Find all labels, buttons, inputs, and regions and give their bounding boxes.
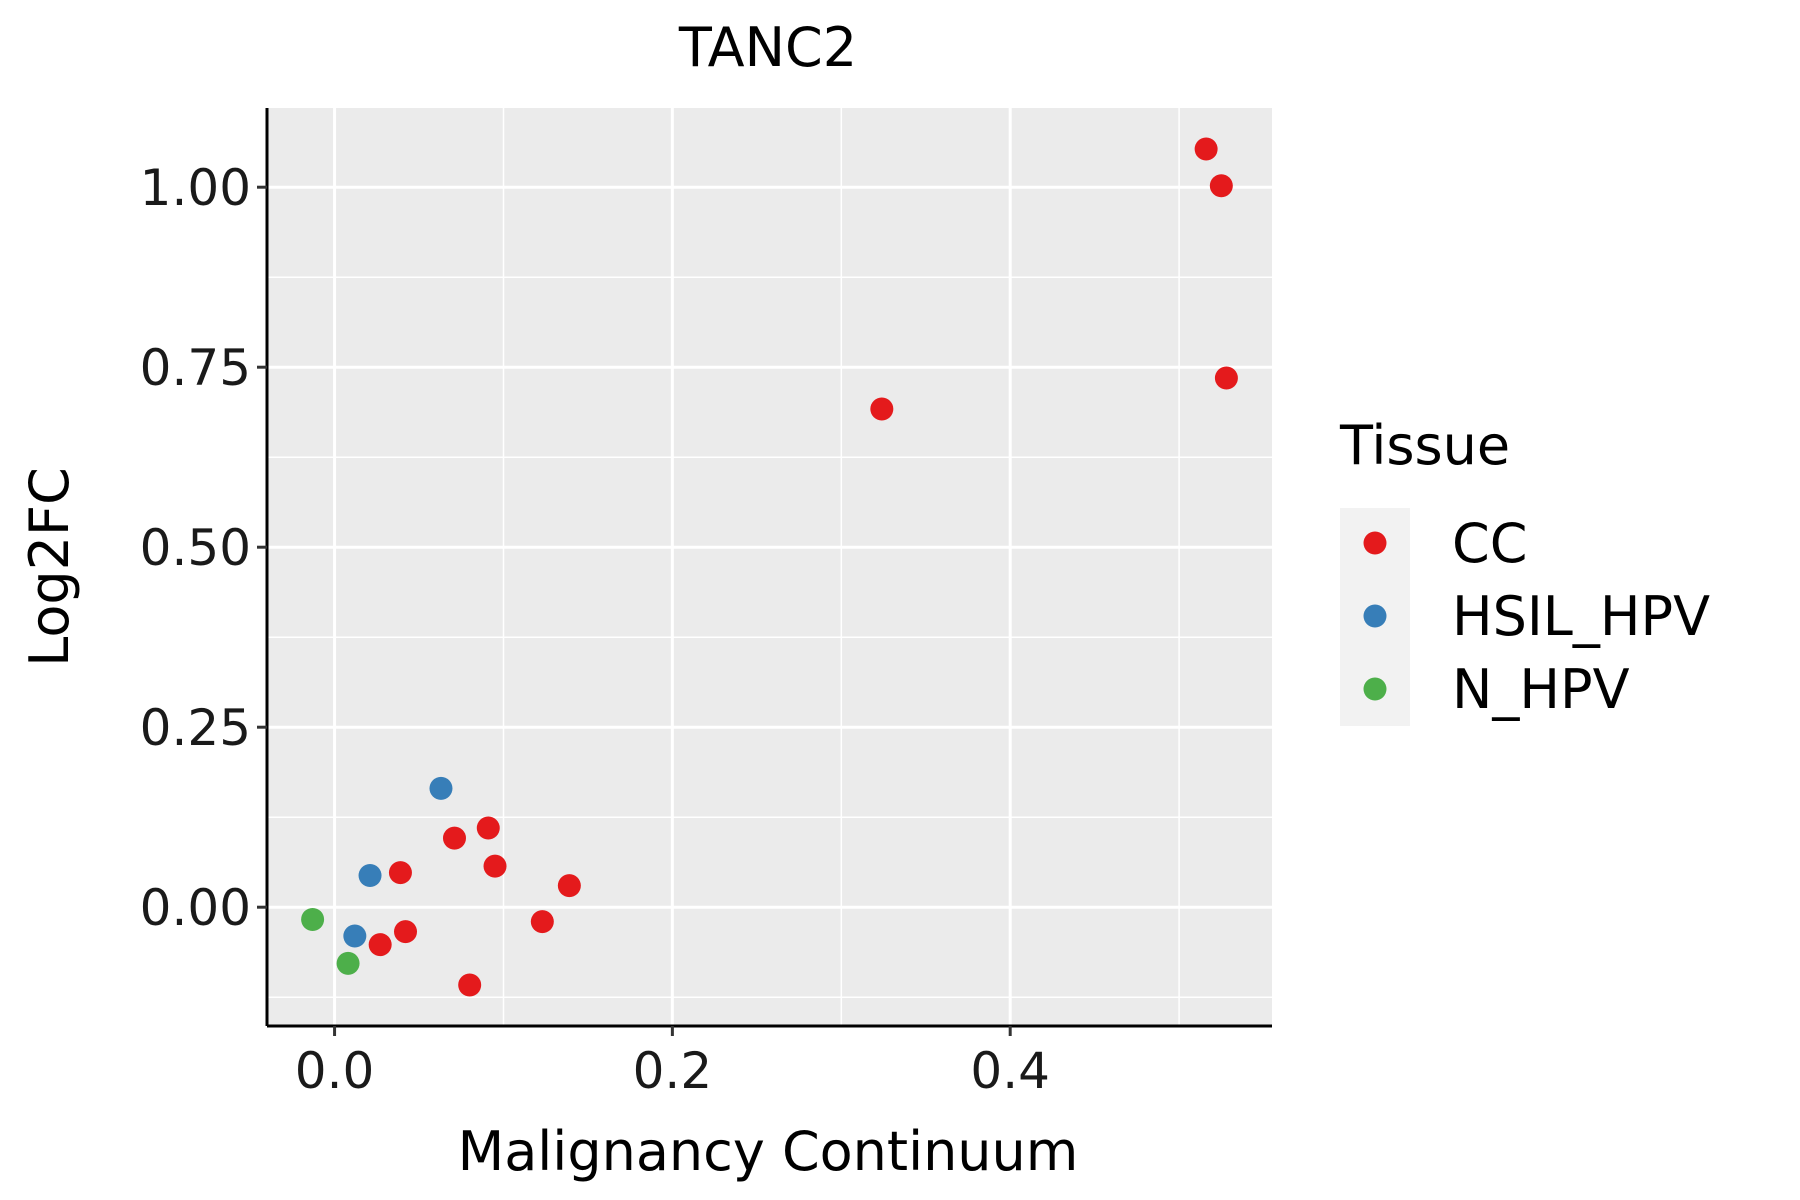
y-tick-label: 0.75 — [140, 339, 251, 397]
y-tick-label: 0.50 — [140, 519, 251, 577]
legend: Tissue CC HSIL_HPV N_HPV — [1339, 414, 1710, 726]
data-point-cc — [1209, 174, 1233, 198]
x-tick-label: 0.2 — [633, 1042, 713, 1100]
data-point-cc — [458, 973, 482, 997]
y-tick-label: 1.00 — [140, 159, 251, 217]
legend-label-n-hpv: N_HPV — [1452, 658, 1630, 721]
data-point-cc — [476, 816, 500, 840]
legend-key-hsil-hpv — [1363, 604, 1387, 628]
data-point-cc — [483, 854, 507, 878]
x-tick-label: 0.0 — [295, 1042, 375, 1100]
data-point-hsil-hpv — [358, 864, 382, 888]
data-point-cc — [530, 910, 554, 934]
data-points — [301, 137, 1238, 997]
legend-title: Tissue — [1339, 414, 1510, 477]
legend-label-cc: CC — [1452, 512, 1527, 575]
y-tick-label: 0.00 — [140, 879, 251, 937]
data-point-cc — [394, 920, 418, 944]
data-point-cc — [1194, 137, 1218, 161]
y-tick-label: 0.25 — [140, 699, 251, 757]
legend-label-hsil-hpv: HSIL_HPV — [1452, 585, 1710, 648]
data-point-cc — [442, 826, 466, 850]
data-point-cc — [388, 861, 412, 885]
x-axis-ticks: 0.0 0.2 0.4 — [295, 1026, 1050, 1100]
data-point-cc — [870, 397, 894, 421]
y-axis-ticks: 0.00 0.25 0.50 0.75 1.00 — [140, 159, 267, 937]
major-gridlines — [267, 108, 1272, 1026]
x-tick-label: 0.4 — [970, 1042, 1050, 1100]
x-axis-title: Malignancy Continuum — [458, 1120, 1079, 1183]
data-point-n-hpv — [301, 907, 325, 931]
chart-title: TANC2 — [678, 16, 857, 79]
data-point-cc — [557, 874, 581, 898]
data-point-cc — [368, 933, 392, 957]
y-axis-title: Log2FC — [18, 467, 81, 667]
legend-key-n-hpv — [1363, 677, 1387, 701]
data-point-hsil-hpv — [343, 924, 367, 948]
minor-gridlines — [267, 108, 1272, 1026]
data-point-n-hpv — [336, 951, 360, 975]
data-point-cc — [1214, 366, 1238, 390]
plot-panel — [267, 108, 1272, 1026]
data-point-hsil-hpv — [429, 776, 453, 800]
legend-key-cc — [1363, 531, 1387, 555]
